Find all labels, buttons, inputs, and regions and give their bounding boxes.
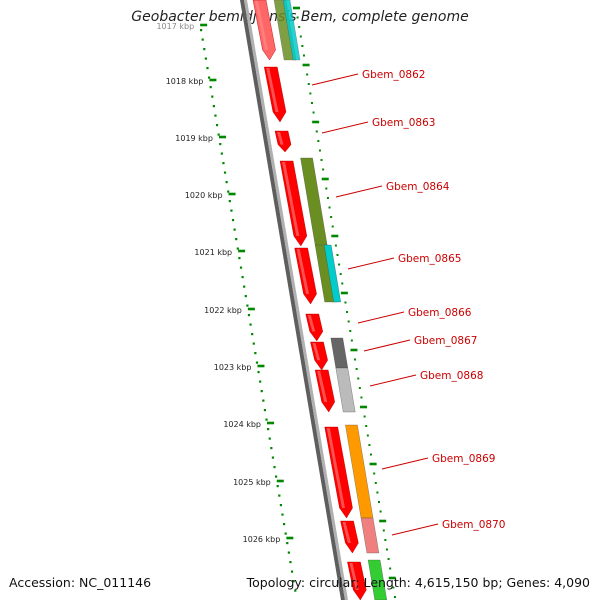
backbone-light-line bbox=[244, 0, 348, 600]
cyan-feature-block bbox=[323, 244, 341, 303]
gene-arrow-highlight bbox=[266, 68, 279, 112]
gene-track bbox=[252, 0, 367, 600]
scale-tick-label: 1026 kbp bbox=[243, 535, 281, 544]
gene-arrow bbox=[314, 369, 335, 413]
genome-summary-text: Topology: circular; Length: 4,615,150 bp… bbox=[246, 575, 590, 590]
gene-label-leader bbox=[347, 257, 395, 270]
gene-label-leader bbox=[321, 121, 369, 134]
gene-arrow bbox=[264, 66, 287, 123]
feature-track bbox=[273, 0, 387, 600]
scale-tick-mark bbox=[228, 192, 236, 196]
gene-arrow-highlight bbox=[326, 428, 346, 508]
gene-label: Gbem_0870 bbox=[442, 519, 505, 531]
scale-tick-mark bbox=[286, 536, 294, 540]
cyan-feature-block bbox=[282, 0, 301, 61]
scale-tick-label: 1021 kbp bbox=[194, 248, 232, 257]
scale-tick-label: 1025 kbp bbox=[233, 478, 271, 487]
scale-tick-label: 1018 kbp bbox=[166, 77, 204, 86]
gene-label: Gbem_0862 bbox=[362, 69, 425, 81]
gene-label: Gbem_0869 bbox=[432, 453, 495, 465]
gene-arrow bbox=[252, 0, 276, 61]
gene-labels: Gbem_0862 Gbem_0863 Gbem_0864 Gbem_0865 Gbem… bbox=[311, 69, 505, 536]
accession-text: Accession: NC_011146 bbox=[9, 575, 152, 590]
scale-tick-label: 1017 kbp bbox=[156, 22, 194, 31]
pink-feature-block bbox=[360, 517, 380, 554]
gene-arrow bbox=[294, 247, 317, 305]
gene-label-leader bbox=[363, 339, 411, 352]
gene-arrow-highlight bbox=[282, 162, 300, 236]
gene-label: Gbem_0866 bbox=[408, 307, 472, 319]
gene-label-leader bbox=[381, 457, 429, 470]
gene-label: Gbem_0867 bbox=[414, 335, 477, 347]
gene-arrow-highlight bbox=[296, 249, 310, 294]
gene-label: Gbem_0863 bbox=[372, 117, 435, 129]
light-gray-feature-block bbox=[335, 367, 356, 413]
scale-tick-mark bbox=[267, 421, 275, 425]
gene-arrow-highlight bbox=[342, 522, 351, 543]
gene-label-leader bbox=[357, 311, 405, 324]
scale-dotted-line bbox=[200, 29, 297, 592]
map-title: Geobacter bemidjiensis Bem, complete gen… bbox=[131, 9, 469, 25]
scale-tick-label: 1019 kbp bbox=[175, 134, 213, 143]
gene-arrow-highlight bbox=[255, 1, 269, 50]
scale-tick-label: 1024 kbp bbox=[223, 420, 261, 429]
scale-tick-mark bbox=[257, 364, 265, 368]
scale-tick-label: 1022 kbp bbox=[204, 306, 242, 315]
scale-tick-mark bbox=[238, 249, 246, 253]
outer-dotted-line bbox=[293, 6, 396, 598]
scale-tick-mark bbox=[276, 479, 284, 483]
gene-arrow-highlight bbox=[349, 563, 359, 590]
genome-backbone bbox=[240, 0, 348, 600]
gene-arrow-highlight bbox=[317, 371, 328, 402]
gene-label-leader bbox=[335, 185, 383, 198]
scale-ticks: 1017 kbp 1018 kbp 1019 kbp 1020 kbp 1021 kbp… bbox=[156, 22, 294, 544]
gray-feature-block bbox=[330, 337, 349, 369]
gene-arrow-highlight bbox=[312, 343, 321, 361]
gene-label: Gbem_0868 bbox=[420, 370, 483, 382]
gene-label: Gbem_0865 bbox=[398, 253, 461, 265]
gene-arrow bbox=[340, 520, 359, 554]
scale-tick-mark bbox=[200, 23, 208, 27]
scale-tick-mark bbox=[247, 307, 255, 311]
scale-tick-mark bbox=[209, 78, 217, 82]
gene-arrow bbox=[305, 313, 324, 342]
gene-label-leader bbox=[311, 73, 359, 86]
gene-arrow-highlight bbox=[277, 132, 284, 145]
gene-arrow bbox=[310, 341, 328, 371]
backbone-dark-line bbox=[240, 0, 345, 600]
green-feature-block bbox=[367, 559, 387, 600]
gene-arrow bbox=[274, 130, 292, 153]
scale-tick-label: 1023 kbp bbox=[214, 363, 252, 372]
scale-tick-label: 1020 kbp bbox=[185, 191, 223, 200]
gene-label: Gbem_0864 bbox=[386, 181, 450, 193]
gene-label-leader bbox=[391, 523, 439, 536]
scale-tick-mark bbox=[218, 135, 226, 139]
gene-arrow-highlight bbox=[307, 315, 316, 332]
gene-label-leader bbox=[369, 374, 417, 387]
